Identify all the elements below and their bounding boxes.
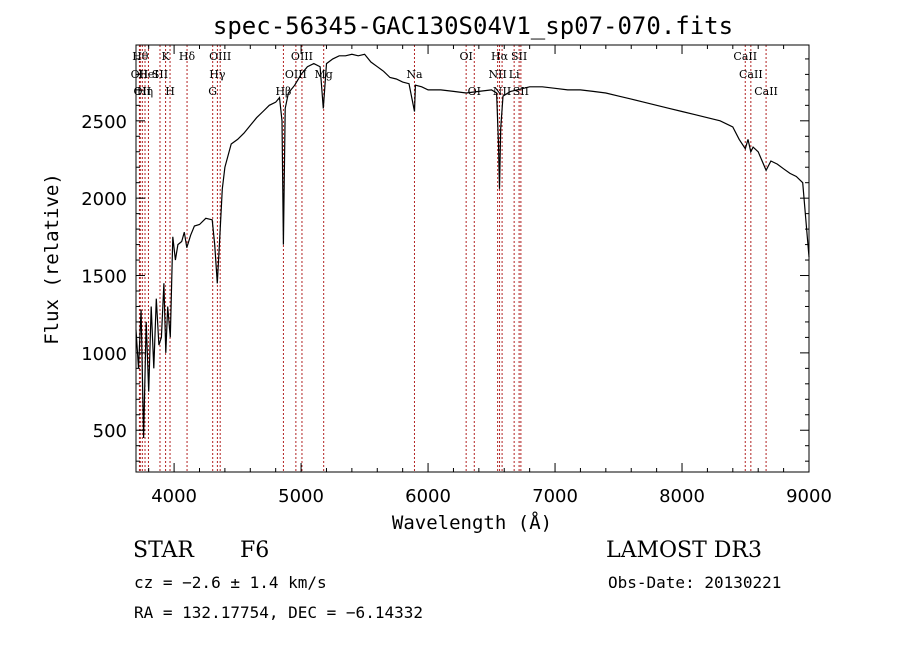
- x-axis-ticks: 4000 5000 6000 7000 8000 9000: [148, 45, 832, 507]
- spectral-line-label: Hδ: [179, 50, 196, 63]
- y-tick-label: 1500: [81, 267, 127, 288]
- spectral-line-label: NII: [493, 85, 511, 98]
- spectral-line-markers: [138, 45, 767, 472]
- spectral-line-label: SII: [152, 68, 168, 81]
- y-tick-label: 2000: [81, 189, 127, 210]
- y-tick-label: 2500: [81, 112, 127, 133]
- y-axis-label: Flux (relative): [41, 173, 63, 345]
- spectral-line-label: OI: [459, 50, 472, 63]
- spectral-line-label: K: [161, 50, 170, 63]
- spectral-line-label: Hα: [491, 50, 509, 63]
- spectral-line-label: Hθ: [132, 50, 149, 63]
- spectral-line-label: H: [165, 85, 175, 98]
- y-axis-ticks: 500 1000 1500 2000 2500: [81, 58, 809, 462]
- x-tick-label: 8000: [659, 486, 705, 507]
- spectral-line-label: OIII: [285, 68, 307, 81]
- spectrum-series-line: [135, 53, 810, 439]
- x-tick-label: 6000: [405, 486, 451, 507]
- x-tick-label: 9000: [786, 486, 832, 507]
- object-class: STAR: [133, 538, 194, 563]
- spectral-line-label: Na: [406, 68, 423, 81]
- spectral-line-label: Hη: [137, 85, 153, 98]
- spectral-line-label: CaII: [754, 85, 778, 98]
- observation-date: Obs-Date: 20130221: [608, 573, 782, 592]
- x-tick-label: 4000: [151, 486, 197, 507]
- spectral-line-label: SII: [511, 50, 527, 63]
- subclass: F6: [240, 538, 270, 563]
- redshift-readout: cz = −2.6 ± 1.4 km/s: [134, 573, 327, 592]
- spectral-line-label: HeI: [138, 68, 158, 81]
- spectral-line-label: OIII: [291, 50, 313, 63]
- spectral-line-label: Li: [509, 68, 520, 81]
- spectral-line-label: OII: [133, 85, 151, 98]
- spectral-line-label: G: [208, 85, 217, 98]
- spectral-line-label: CaII: [733, 50, 757, 63]
- spectral-line-label: OIII: [209, 50, 231, 63]
- spectral-line-label: Hβ: [275, 85, 291, 98]
- spectral-line-label: CaII: [739, 68, 763, 81]
- x-tick-label: 5000: [278, 486, 324, 507]
- chart-title: spec-56345-GAC130S04V1_sp07-070.fits: [213, 12, 733, 40]
- spectral-line-label: Mg: [315, 68, 333, 81]
- spectral-line-label: NII: [488, 68, 506, 81]
- spectral-line-label: Hγ: [209, 68, 226, 81]
- plot-frame: [135, 44, 810, 473]
- x-tick-label: 7000: [532, 486, 578, 507]
- y-tick-label: 1000: [81, 344, 127, 365]
- y-tick-label: 500: [93, 421, 127, 442]
- coordinates: RA = 132.17754, DEC = −6.14332: [134, 603, 423, 622]
- x-axis-label: Wavelength (Å): [392, 511, 552, 534]
- survey-name: LAMOST DR3: [606, 538, 762, 563]
